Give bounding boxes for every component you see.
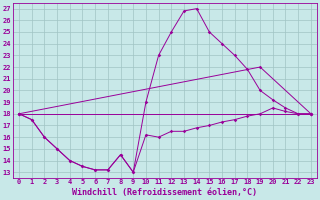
X-axis label: Windchill (Refroidissement éolien,°C): Windchill (Refroidissement éolien,°C) [72, 188, 258, 197]
